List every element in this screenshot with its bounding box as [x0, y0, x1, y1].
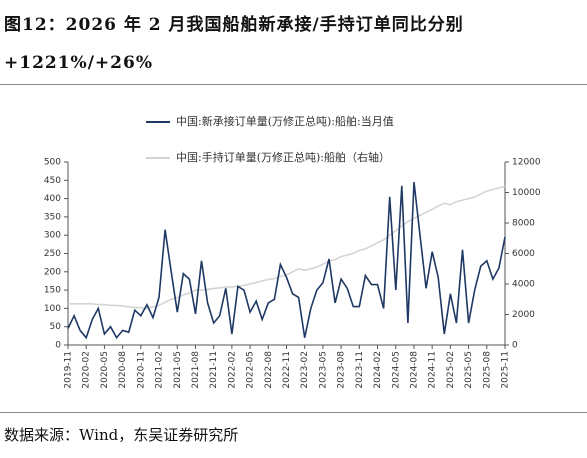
x-tick-label: 2024-08 — [409, 351, 419, 389]
x-tick-label: 2022-11 — [282, 351, 292, 389]
x-tick-label: 2023-05 — [318, 351, 328, 389]
y-tick-label: 200 — [44, 267, 61, 277]
x-tick-label: 2021-05 — [173, 351, 183, 389]
x-tick-label: 2020-02 — [82, 351, 92, 389]
y2-tick-label: 2000 — [512, 310, 535, 320]
data-line — [68, 185, 506, 310]
legend-label: 中国:新承接订单量(万修正总吨):船舶:当月值 — [176, 114, 394, 128]
x-tick-label: 2021-08 — [191, 351, 201, 389]
y2-tick-label: 12000 — [512, 158, 541, 168]
x-tick-label: 2025-02 — [446, 351, 456, 389]
y2-tick-label: 6000 — [512, 249, 535, 259]
y-tick-label: 500 — [44, 158, 61, 168]
y2-tick-label: 10000 — [512, 188, 541, 198]
x-tick-label: 2025-05 — [464, 351, 474, 389]
y-tick-label: 0 — [55, 341, 61, 351]
x-tick-label: 2022-05 — [246, 351, 256, 389]
y2-tick-label: 8000 — [512, 219, 535, 229]
x-tick-label: 2025-11 — [501, 351, 511, 389]
x-tick-label: 2023-11 — [355, 351, 365, 389]
legend-label: 中国:手持订单量(万修正总吨):船舶（右轴） — [176, 150, 390, 164]
x-tick-label: 2021-11 — [209, 351, 219, 389]
y-tick-label: 400 — [44, 194, 61, 204]
x-tick-label: 2023-02 — [300, 351, 310, 389]
x-tick-label: 2019-11 — [64, 351, 74, 389]
x-tick-label: 2022-02 — [227, 351, 237, 389]
y-tick-label: 250 — [44, 249, 61, 259]
data-line — [67, 182, 506, 340]
x-tick-label: 2024-02 — [373, 351, 383, 389]
chart-title: 图12：2026 年 2 月我国船舶新承接/手持订单同比分别+1221%/+26… — [4, 15, 464, 73]
x-tick-label: 2025-08 — [482, 351, 492, 389]
x-tick-label: 2020-08 — [118, 351, 128, 389]
y-tick-label: 150 — [44, 286, 61, 296]
x-tick-label: 2020-05 — [100, 351, 110, 389]
y-tick-label: 450 — [44, 176, 61, 186]
y-tick-label: 50 — [50, 322, 62, 332]
y-tick-label: 350 — [44, 212, 61, 222]
x-tick-label: 2020-11 — [136, 351, 146, 389]
rule — [0, 412, 587, 413]
x-tick-label: 2022-08 — [264, 351, 274, 389]
y2-tick-label: 0 — [512, 341, 518, 351]
rule — [0, 84, 587, 85]
y-tick-label: 100 — [44, 304, 61, 314]
x-tick-label: 2021-02 — [155, 351, 165, 389]
x-tick-label: 2024-05 — [391, 351, 401, 389]
x-tick-label: 2023-08 — [337, 351, 347, 389]
source-note: 数据来源：Wind，东吴证券研究所 — [4, 426, 239, 444]
y2-tick-label: 4000 — [512, 280, 535, 290]
x-tick-label: 2024-11 — [428, 351, 438, 389]
y-tick-label: 300 — [44, 231, 61, 241]
